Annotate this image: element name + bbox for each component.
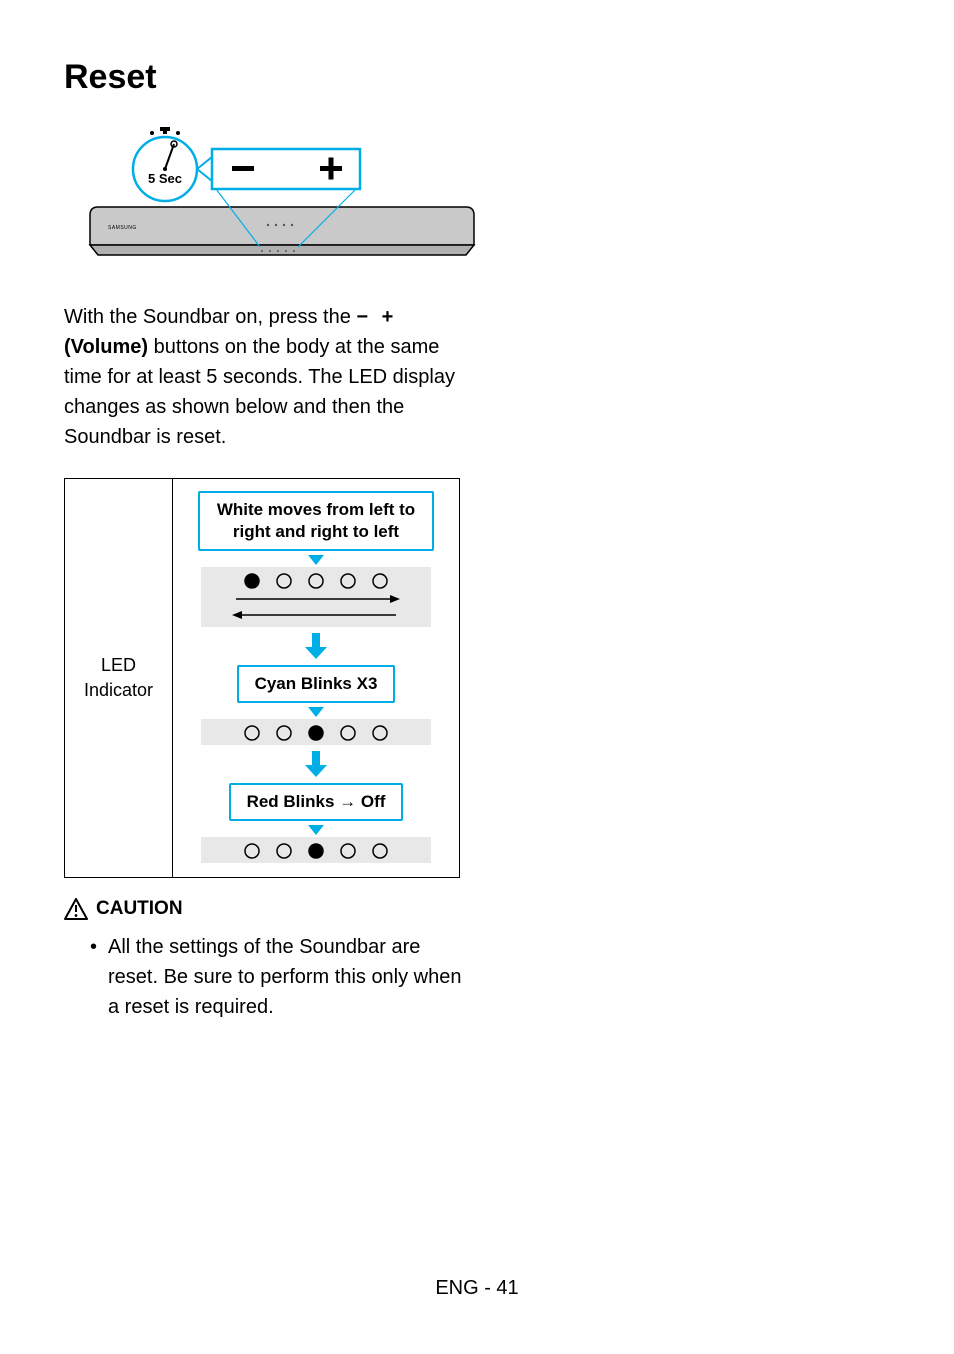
- volume-label: (Volume): [64, 336, 148, 358]
- instruction-paragraph: With the Soundbar on, press the − + (Vol…: [64, 302, 464, 452]
- flow-step-2: Cyan Blinks X3: [191, 665, 441, 783]
- step2-label: Cyan Blinks X3: [237, 665, 396, 703]
- step3-post: Off: [356, 792, 385, 811]
- down-arrow-1: [305, 633, 327, 659]
- minus-plus-symbols: − +: [356, 306, 397, 328]
- step3-leds: [244, 843, 388, 859]
- step2-leds: [244, 725, 388, 741]
- step3-arrow: →: [339, 792, 356, 811]
- brand-label: SAMSUNG: [108, 225, 137, 231]
- caution-list: All the settings of the Soundbar are res…: [64, 932, 474, 1022]
- stopwatch-hand: [165, 144, 174, 169]
- down-arrow-2: [305, 751, 327, 777]
- step2-pointer: [308, 707, 324, 717]
- caution-icon: [64, 898, 88, 920]
- flow-step-3: Red Blinks → Off: [191, 783, 441, 863]
- plus-icon: [320, 158, 342, 180]
- flow-right-cell: White moves from left to right and right…: [173, 479, 460, 878]
- reset-diagram: 5 Sec SAMSUNG: [84, 127, 890, 272]
- stopwatch-icon: [150, 127, 180, 135]
- caution-heading: CAUTION: [96, 898, 183, 920]
- step3-pointer: [308, 825, 324, 835]
- step1-indicator: [201, 567, 431, 627]
- soundbar-diagram-svg: 5 Sec SAMSUNG: [84, 127, 480, 267]
- step1-leds: [244, 573, 388, 589]
- caution-heading-row: CAUTION: [64, 898, 890, 920]
- step3-label: Red Blinks → Off: [229, 783, 404, 821]
- step1-pointer: [308, 555, 324, 565]
- minus-icon: [232, 166, 254, 171]
- instruction-pre: With the Soundbar on, press the: [64, 306, 356, 328]
- caution-bullet: All the settings of the Soundbar are res…: [90, 932, 474, 1022]
- flow-left-line2: Indicator: [84, 680, 153, 700]
- step3-pre: Red Blinks: [247, 792, 340, 811]
- step1-label: White moves from left to right and right…: [198, 491, 434, 551]
- led-flow-table: LED Indicator White moves from left to r…: [64, 478, 460, 878]
- step2-indicator: [201, 719, 431, 745]
- step3-indicator: [201, 837, 431, 863]
- motion-arrows: [226, 589, 406, 623]
- flow-left-line1: LED: [101, 655, 136, 675]
- flow-step-1: White moves from left to right and right…: [191, 491, 441, 665]
- page-footer: ENG - 41: [0, 1277, 954, 1300]
- timer-label-text: 5 Sec: [148, 171, 182, 186]
- page-title: Reset: [64, 58, 890, 97]
- soundbar-body: SAMSUNG: [90, 207, 474, 255]
- flow-left-cell: LED Indicator: [65, 479, 173, 878]
